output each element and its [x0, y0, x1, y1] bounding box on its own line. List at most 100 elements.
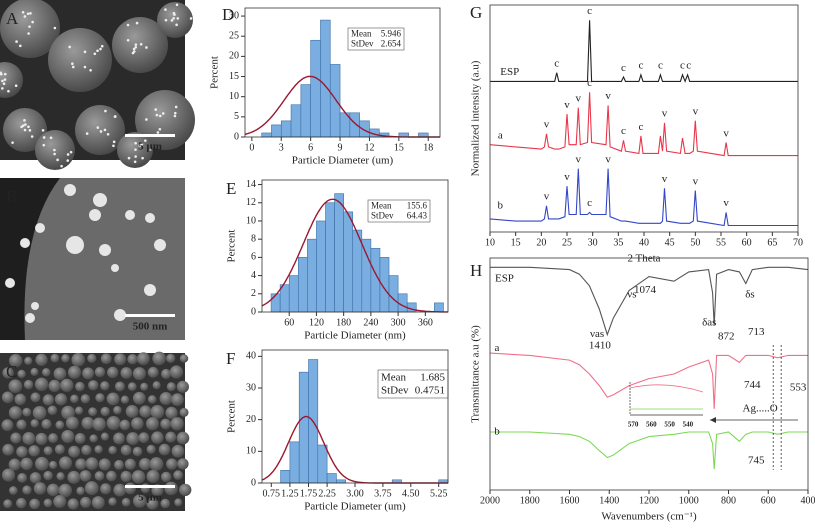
- nanoparticle: [140, 142, 144, 146]
- particle: [60, 378, 74, 392]
- nanoparticle: [103, 128, 107, 132]
- particle: [120, 444, 132, 456]
- particle: [22, 432, 36, 445]
- annotation: v: [576, 154, 582, 166]
- nanoparticle: [23, 119, 26, 122]
- stats-value: 5.946: [381, 29, 402, 39]
- x-axis-label: Particle Diameter (um): [292, 155, 394, 167]
- particle: [125, 210, 135, 220]
- particle: [164, 481, 178, 496]
- particle: [124, 482, 137, 495]
- nanoparticle: [112, 140, 116, 144]
- x-tick-label: 3.75: [374, 488, 392, 499]
- particle: [8, 486, 18, 495]
- particle: [74, 433, 86, 444]
- nanoparticle: [134, 46, 138, 49]
- particle: [53, 367, 67, 381]
- histogram-bar: [320, 19, 331, 138]
- particle: [67, 365, 82, 379]
- histogram-bar: [334, 193, 344, 313]
- annotation: c: [554, 57, 559, 69]
- particle: [75, 381, 85, 392]
- x-tick-label: 45: [665, 237, 675, 248]
- nanoparticle: [99, 47, 102, 51]
- annotation: v: [662, 173, 668, 185]
- particle: [48, 433, 59, 444]
- particle: [75, 105, 125, 155]
- particle: [161, 368, 172, 379]
- nanoparticle: [3, 72, 7, 76]
- particle: [58, 483, 73, 498]
- nanoparticle: [189, 17, 193, 20]
- particle: [100, 432, 109, 441]
- inset-tick-label: 550: [664, 421, 675, 429]
- axes-frame: [244, 7, 441, 138]
- nanoparticle: [56, 158, 59, 162]
- particle: [165, 431, 177, 443]
- nanoparticle: [100, 44, 104, 48]
- x-tick-label: 0: [249, 142, 254, 153]
- nanoparticle: [99, 130, 103, 133]
- particle: [68, 445, 81, 458]
- scale-bar: [125, 485, 175, 488]
- particle: [47, 405, 58, 416]
- panel-label: G: [470, 3, 482, 22]
- nanoparticle: [172, 16, 175, 20]
- nanoparticle: [1, 87, 4, 90]
- particle: [131, 417, 144, 430]
- particle: [5, 278, 15, 288]
- nanoparticle: [15, 40, 18, 43]
- stats-value: 0.4751: [415, 385, 445, 397]
- nanoparticle: [164, 18, 168, 22]
- annotation: νas: [590, 328, 604, 340]
- x-tick-label: 800: [721, 495, 736, 506]
- nanoparticle: [173, 111, 177, 115]
- nanoparticle: [134, 141, 137, 145]
- scale-bar-label: 5 µm: [138, 492, 162, 504]
- nanoparticle: [132, 47, 136, 51]
- y-tick-label: 20: [229, 51, 239, 62]
- x-tick-label: 30: [588, 237, 598, 248]
- particle: [113, 483, 127, 497]
- particle: [114, 381, 125, 392]
- nanoparticle: [176, 17, 180, 20]
- y-tick-label: 6: [251, 252, 256, 263]
- particle: [132, 391, 146, 405]
- histogram-bar: [261, 132, 272, 138]
- particle: [170, 417, 184, 431]
- particle: [0, 62, 23, 98]
- stats-box: [367, 199, 431, 223]
- particle: [80, 394, 91, 404]
- inset-curve: [629, 384, 704, 393]
- x-tick-label: 2000: [480, 495, 500, 506]
- panel-label: E: [226, 179, 236, 198]
- particle: [176, 431, 190, 445]
- nanoparticle: [26, 12, 30, 16]
- nanoparticle: [7, 89, 10, 93]
- particle: [146, 497, 159, 510]
- x-tick-label: 12: [364, 142, 374, 153]
- particle: [131, 470, 146, 484]
- y-tick-label: 30: [229, 10, 239, 21]
- particle: [17, 369, 26, 379]
- particle: [139, 405, 152, 418]
- nanoparticle: [145, 118, 148, 121]
- particle: [125, 404, 139, 418]
- particle: [48, 379, 61, 393]
- particle: [173, 470, 183, 481]
- nanoparticle: [21, 124, 25, 127]
- particle: [179, 483, 192, 497]
- particle: [15, 497, 27, 509]
- nanoparticle: [173, 114, 177, 118]
- stats-box: [347, 27, 405, 51]
- line-series: [490, 20, 798, 83]
- annotation: v: [723, 197, 729, 209]
- particle: [43, 470, 53, 481]
- axes-frame: [489, 4, 799, 233]
- histogram-bar: [336, 479, 346, 484]
- particle: [100, 381, 110, 391]
- particle: [35, 353, 48, 366]
- line-series: [489, 168, 798, 227]
- particle: [171, 393, 184, 406]
- particle: [160, 418, 172, 430]
